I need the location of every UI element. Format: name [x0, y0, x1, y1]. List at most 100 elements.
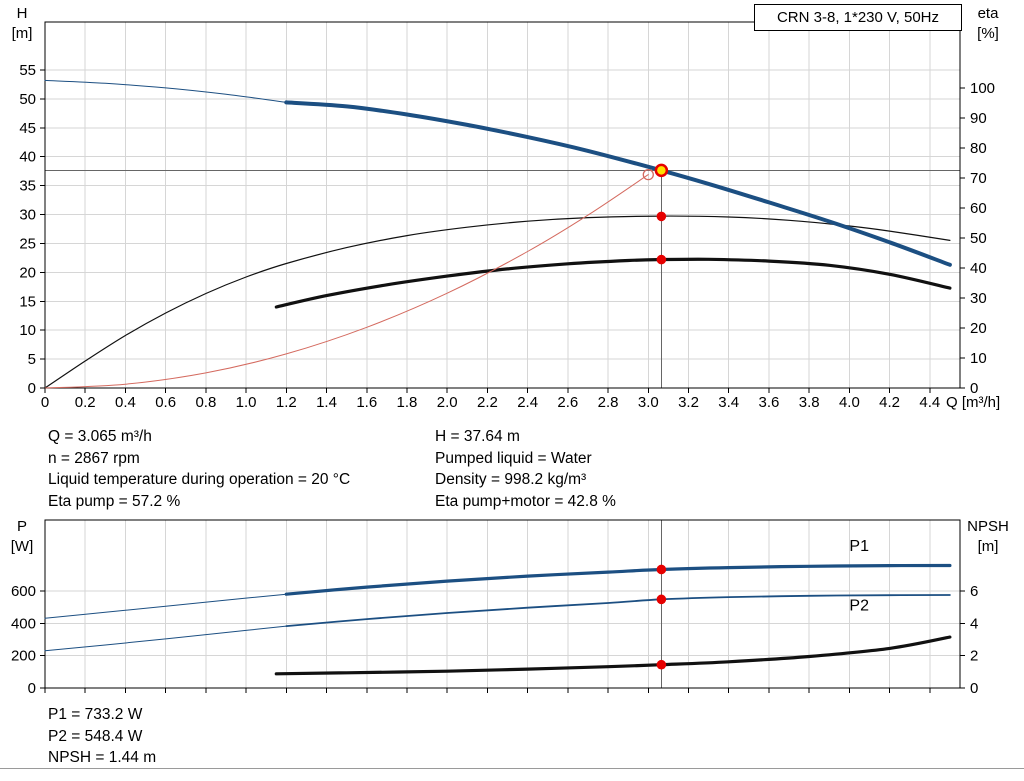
eta-pump-point	[656, 211, 667, 222]
p-axis-title-unit: [W]	[10, 538, 34, 555]
y-left-tick-label: 400	[11, 615, 36, 632]
x-tick-label: 1.2	[276, 394, 297, 411]
y-left-tick-label: 55	[19, 62, 36, 79]
x-tick-label: 4.4	[919, 394, 940, 411]
y-right-tick-label: 2	[970, 648, 978, 665]
y-left-tick-label: 25	[19, 235, 36, 252]
y-right-tick-label: 6	[970, 583, 978, 600]
y-right-tick-label: 4	[970, 615, 978, 632]
npsh-axis-title-unit: [m]	[977, 538, 999, 555]
p1-extension-curve	[44, 593, 287, 619]
npsh-axis-title-symbol: NPSH	[967, 518, 1009, 535]
info-eta-pump-motor: Eta pump+motor = 42.8 %	[435, 492, 616, 510]
p1-curve	[284, 563, 952, 596]
x-tick-label: 2.4	[517, 394, 538, 411]
p2-curve	[285, 594, 951, 627]
power-chart[interactable]: P1 P2 0 200 400 600 0 2 4 6	[11, 519, 978, 697]
x-tick-label: 0	[41, 394, 49, 411]
y-left-tick-label: 40	[19, 149, 36, 166]
npsh-point	[656, 659, 667, 670]
x-tick-label: 0.4	[115, 394, 136, 411]
y-right-tick-label: 100	[970, 80, 995, 97]
y-left-tick-label: 10	[19, 322, 36, 339]
x-tick-label: 1.0	[236, 394, 257, 411]
eta-motor-point	[656, 254, 667, 265]
p2-point	[656, 594, 667, 605]
x-tick-label: 1.4	[316, 394, 337, 411]
y-right-tick-label: 40	[970, 260, 987, 277]
info-eta-pump: Eta pump = 57.2 %	[48, 492, 181, 510]
info-liquid-temperature: Liquid temperature during operation = 20…	[48, 471, 351, 488]
qh-extension-curve	[44, 79, 287, 103]
info-p2: P2 = 548.4 W	[48, 727, 143, 745]
y-left-tick-label: 200	[11, 648, 36, 665]
x-tick-label: 3.4	[718, 394, 739, 411]
eta-axis-title-symbol: eta	[977, 5, 999, 22]
power-info-column: P1 = 733.2 W P2 = 548.4 W NPSH = 1.44 m	[48, 704, 156, 769]
y-right-tick-label: 60	[970, 200, 987, 217]
eta-pump-curve	[44, 215, 951, 389]
pump-title-box: CRN 3-8, 1*230 V, 50Hz	[754, 4, 962, 31]
x-tick-label: 2.0	[437, 394, 458, 411]
duty-info-right-column: H = 37.64 m Pumped liquid = Water Densit…	[435, 426, 616, 512]
plot-border	[44, 519, 961, 689]
y-right-tick-label: 90	[970, 110, 987, 127]
info-flow: Q = 3.065 m³/h	[48, 428, 152, 445]
eta-axis-title-unit: [%]	[977, 25, 999, 42]
x-tick-label: 2.8	[598, 394, 619, 411]
y-left-tick-label: 0	[28, 680, 36, 697]
x-tick-label: 0.6	[155, 394, 176, 411]
p1-curve-label: P1	[849, 538, 869, 555]
npsh-curve	[274, 635, 952, 676]
info-density: Density = 998.2 kg/m³	[435, 471, 587, 488]
qh-curve	[284, 100, 952, 267]
h-axis-title-unit: [m]	[11, 25, 33, 42]
x-tick-label: 3.0	[638, 394, 659, 411]
y-left-tick-label: 35	[19, 178, 36, 195]
x-tick-label: 3.6	[759, 394, 780, 411]
system-curve-curve	[44, 174, 649, 389]
y-left-tick-label: 30	[19, 207, 36, 224]
info-p1: P1 = 733.2 W	[48, 706, 143, 723]
y-left-tick-label: 15	[19, 293, 36, 310]
y-left-tick-label: 45	[19, 120, 36, 137]
p-axis-title-symbol: P	[16, 518, 27, 535]
info-head: H = 37.64 m	[435, 428, 520, 445]
x-tick-label: 3.2	[678, 394, 699, 411]
q-axis-unit-label: Q [m³/h]	[946, 394, 1001, 411]
x-tick-label: 0.2	[75, 394, 96, 411]
h-axis-title-symbol: H	[16, 5, 28, 22]
qh-chart[interactable]: 0 5 10 15 20 25 30 35 40 45 50 55 0 10 20 30 40 50 60 70 80 9…	[19, 21, 995, 411]
x-tick-label: 3.8	[799, 394, 820, 411]
y-right-tick-label: 30	[970, 290, 987, 307]
duty-point[interactable]	[654, 163, 669, 178]
duty-info-left-column: Q = 3.065 m³/h n = 2867 rpm Liquid tempe…	[48, 426, 350, 512]
info-npsh: NPSH = 1.44 m	[48, 749, 157, 766]
p-axis-title: P [W]	[2, 517, 42, 557]
p2-curve-label: P2	[849, 597, 869, 614]
plot-border	[44, 21, 961, 389]
y-right-tick-label: 0	[970, 380, 978, 397]
p2-extension-curve	[44, 625, 287, 652]
eta-axis-title: eta [%]	[964, 4, 1012, 44]
x-tick-label: 4.2	[879, 394, 900, 411]
h-axis-title: H [m]	[2, 4, 42, 44]
x-tick-label: 1.8	[397, 394, 418, 411]
y-right-tick-label: 0	[970, 680, 978, 697]
y-right-tick-label: 70	[970, 170, 987, 187]
eta-pump-motor-curve	[274, 257, 952, 309]
system-curve-end	[642, 168, 654, 181]
y-left-tick-label: 600	[11, 583, 36, 600]
x-tick-label: 4.0	[839, 394, 860, 411]
y-left-tick-label: 0	[28, 380, 36, 397]
y-left-tick-label: 50	[19, 91, 36, 108]
x-tick-label: 0.8	[195, 394, 216, 411]
divider-line	[0, 768, 1024, 769]
y-right-tick-label: 50	[970, 230, 987, 247]
p1-point	[656, 564, 667, 575]
y-right-tick-label: 10	[970, 350, 987, 367]
x-tick-label: 2.2	[477, 394, 498, 411]
info-pumped-liquid: Pumped liquid = Water	[435, 449, 592, 467]
